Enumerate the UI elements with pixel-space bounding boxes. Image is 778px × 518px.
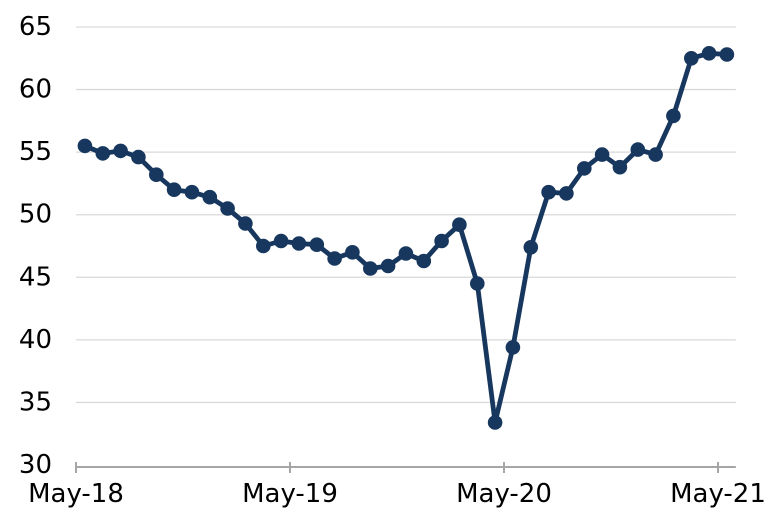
- data-point-May-19: [291, 236, 307, 251]
- y-tick-label-30: 30: [19, 450, 52, 480]
- data-point-Dec-20: [630, 142, 646, 157]
- data-point-Jul-19: [327, 251, 342, 266]
- x-tick-label-May-19: May-19: [242, 479, 338, 509]
- data-point-Apr-19: [273, 233, 289, 249]
- data-point-Feb-20: [452, 217, 467, 232]
- data-point-Aug-19: [345, 245, 360, 260]
- data-point-May-18: [77, 138, 93, 154]
- data-point-Feb-19: [238, 216, 253, 231]
- data-point-Sep-20: [577, 161, 592, 176]
- x-tick-label-May-21: May-21: [670, 479, 766, 509]
- data-point-Dec-18: [202, 189, 218, 205]
- y-tick-label-55: 55: [19, 137, 52, 167]
- data-point-Oct-20: [594, 147, 610, 162]
- y-tick-label-35: 35: [19, 387, 52, 417]
- x-tick-label-May-18: May-18: [28, 479, 124, 509]
- data-point-Jan-21: [648, 147, 663, 162]
- data-point-Jul-18: [113, 143, 128, 159]
- data-point-Feb-21: [666, 108, 681, 124]
- data-point-Mar-21: [684, 51, 699, 66]
- data-point-Mar-19: [255, 238, 271, 254]
- y-tick-label-40: 40: [19, 325, 52, 355]
- data-point-Jun-18: [95, 146, 111, 161]
- data-line: [82, 50, 730, 425]
- data-point-Apr-21: [701, 46, 717, 61]
- data-point-May-21: [719, 47, 735, 62]
- data-point-Sep-18: [149, 167, 164, 182]
- data-point-Dec-19: [416, 253, 432, 269]
- data-point-Oct-19: [380, 258, 396, 274]
- data-point-Nov-20: [612, 159, 628, 175]
- x-tick-label-May-20: May-20: [456, 479, 552, 509]
- data-point-Nov-19: [398, 246, 414, 261]
- data-point-Oct-18: [166, 182, 182, 197]
- data-point-Jul-20: [541, 184, 556, 200]
- data-point-Jan-19: [220, 201, 235, 216]
- data-point-Jun-19: [309, 237, 325, 252]
- data-point-Jun-20: [523, 240, 539, 255]
- data-point-Sep-19: [363, 261, 378, 276]
- data-point-Jan-20: [434, 233, 449, 249]
- data-point-Mar-20: [470, 276, 485, 291]
- data-point-Apr-20: [487, 415, 503, 430]
- y-tick-label-50: 50: [19, 200, 52, 230]
- y-tick-label-45: 45: [19, 262, 52, 292]
- data-point-May-20: [505, 340, 521, 355]
- data-point-Aug-18: [131, 149, 146, 165]
- y-tick-label-65: 65: [19, 12, 52, 42]
- data-point-Aug-20: [559, 186, 574, 201]
- y-tick-label-60: 60: [19, 75, 52, 105]
- data-point-Nov-18: [184, 184, 200, 200]
